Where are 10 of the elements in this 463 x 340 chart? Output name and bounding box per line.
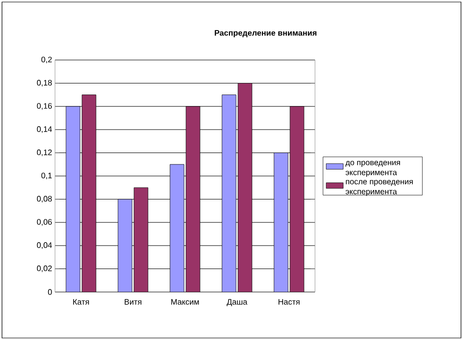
bar <box>134 187 148 292</box>
bar <box>238 83 252 292</box>
bar <box>170 164 184 292</box>
bar <box>222 94 236 292</box>
bar <box>66 106 80 292</box>
bar <box>290 106 304 292</box>
bar <box>186 106 200 292</box>
bar <box>82 94 96 292</box>
bar <box>118 199 132 292</box>
bar <box>274 152 288 292</box>
